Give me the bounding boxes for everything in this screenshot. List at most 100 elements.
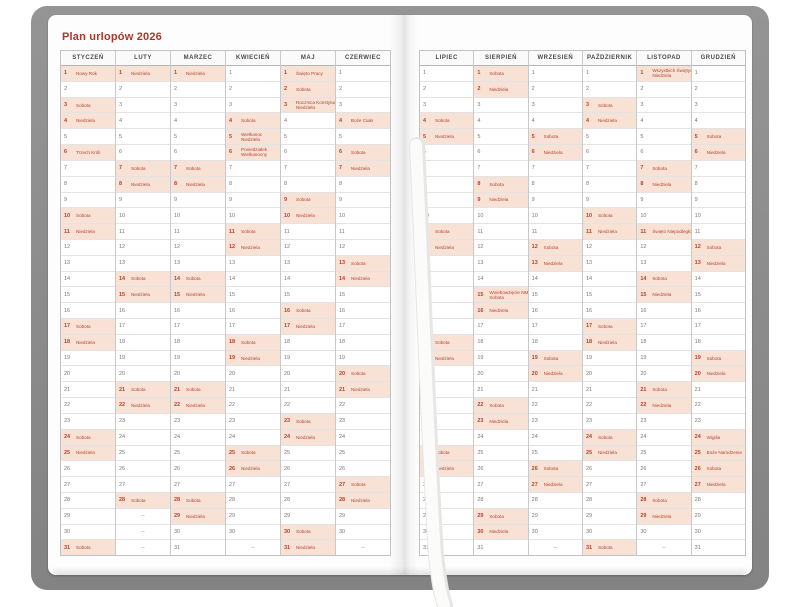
day-label: Niedziela xyxy=(131,292,150,298)
day-cell: 21 xyxy=(528,382,582,399)
day-number: 19 xyxy=(339,355,346,362)
day-label: Boże Ciało xyxy=(351,118,374,124)
day-cell: 5 xyxy=(171,129,225,146)
day-cell: 28 Niedziela xyxy=(336,492,390,509)
day-cell: 4 xyxy=(637,113,691,130)
day-cell: 27 xyxy=(281,477,335,493)
day-number: 16 xyxy=(477,307,484,314)
day-cell: 6 xyxy=(637,145,691,161)
day-cell: 23 xyxy=(637,414,691,430)
day-label: Wszystkich ŚwiętychNiedziela xyxy=(652,68,691,79)
page-title: Plan urlopów 2026 xyxy=(62,31,162,43)
day-cell: 15 xyxy=(528,287,582,304)
day-cell: 29 xyxy=(691,509,745,525)
day-number: 4 xyxy=(423,117,427,124)
day-cell: 11 xyxy=(171,224,225,240)
day-number: 13 xyxy=(423,260,430,267)
day-number: 5 xyxy=(423,133,427,140)
day-cell: – xyxy=(529,540,582,555)
day-cell: 20 Niedziela xyxy=(528,366,582,383)
day-cell: 9 xyxy=(336,193,390,209)
day-cell: 2 xyxy=(116,82,170,98)
day-cell: 21 Niedziela xyxy=(336,382,390,399)
day-cell: 25 xyxy=(116,446,170,462)
day-cell: 23 xyxy=(336,414,390,430)
day-number: 15 xyxy=(640,291,647,298)
day-number: 29 xyxy=(477,513,484,520)
day-label: Sobota xyxy=(296,308,311,314)
day-number: 2 xyxy=(229,86,233,93)
day-cell: 22 xyxy=(691,398,745,414)
day-cell: 12 xyxy=(61,240,115,256)
day-cell: 21 xyxy=(281,382,335,399)
day-number: 12 xyxy=(585,244,593,251)
day-number: 15 xyxy=(694,291,701,298)
day-cell: 1 xyxy=(691,66,745,82)
month-column-październik: PAŹDZIERNIK 1 2 3 Sobota 4 Niedziela 5 6 7 8 9 10 Sob… xyxy=(581,51,637,556)
day-number: 15 xyxy=(531,291,538,298)
day-number: 21 xyxy=(423,386,430,393)
day-cell: – xyxy=(336,540,390,555)
day-number: 7 xyxy=(694,165,698,172)
month-header: PAŹDZIERNIK xyxy=(582,51,637,66)
day-number: 7 xyxy=(585,165,590,172)
day-number: 2 xyxy=(64,86,68,93)
day-cell: 3 xyxy=(336,98,390,114)
day-cell: 13 xyxy=(226,256,280,272)
day-number: 28 xyxy=(174,497,181,504)
day-cell: 8 xyxy=(528,177,582,193)
day-cell: 9 xyxy=(116,193,170,209)
day-number: 23 xyxy=(585,418,593,425)
day-cell: 26 Sobota xyxy=(528,461,582,478)
day-cell: 27 xyxy=(61,477,115,493)
day-number: 17 xyxy=(119,323,126,330)
day-cell: 2 Niedziela xyxy=(474,81,528,98)
day-number: 20 xyxy=(585,370,593,377)
month-header: STYCZEŃ xyxy=(61,51,115,66)
empty-day-marker: – xyxy=(141,528,145,535)
day-number: 28 xyxy=(64,497,71,504)
day-cell: 14 Sobota xyxy=(116,271,170,288)
day-number: 18 xyxy=(284,339,291,346)
day-number: 29 xyxy=(640,513,647,520)
day-number: 24 xyxy=(64,434,71,441)
day-number: 4 xyxy=(174,117,178,124)
day-number: 13 xyxy=(694,260,701,267)
day-cell: 27 xyxy=(171,477,225,493)
month-column-sierpień: SIERPIEŃ 1 Sobota 2 Niedziela 3 4 5 6 7 8 Sobota 9 Ni… xyxy=(473,51,528,555)
day-cell: 14 xyxy=(281,272,335,288)
day-label: Nowy Rok xyxy=(76,70,97,76)
day-number: 17 xyxy=(284,323,291,330)
day-number: 8 xyxy=(585,181,590,188)
day-label: Święto Pracy xyxy=(296,70,323,76)
day-cell: 10 xyxy=(116,208,170,225)
day-cell: 24 xyxy=(420,430,474,446)
day-cell: 12 xyxy=(281,240,335,256)
day-cell: 8 Niedziela xyxy=(171,176,225,193)
day-number: 6 xyxy=(694,149,698,156)
day-label: Niedziela xyxy=(131,70,150,76)
empty-day-marker: – xyxy=(553,544,557,551)
day-cell: 16 xyxy=(336,303,390,319)
day-cell: 28 Sobota xyxy=(116,492,170,509)
day-number: 19 xyxy=(119,355,126,362)
day-label: Niedziela xyxy=(543,149,563,155)
day-number: 22 xyxy=(174,402,181,409)
day-number: 26 xyxy=(640,465,647,472)
day-number: 2 xyxy=(531,86,535,93)
month-header: MAJ xyxy=(281,51,335,66)
day-number: 17 xyxy=(229,323,236,330)
day-cell: 9 Niedziela xyxy=(474,192,528,209)
day-cell: 7 xyxy=(226,161,280,177)
day-cell: 15 xyxy=(582,287,637,304)
day-cell: 14 xyxy=(691,272,745,288)
day-number: 10 xyxy=(531,212,538,219)
day-label: Niedziela xyxy=(489,197,509,203)
day-cell: 4 Niedziela xyxy=(61,113,115,130)
day-number: 27 xyxy=(284,481,291,488)
day-cell: 27 Sobota xyxy=(336,477,390,493)
day-cell: 11 Niedziela xyxy=(61,224,115,240)
day-number: 13 xyxy=(477,260,484,267)
day-number: 8 xyxy=(339,181,343,188)
day-label: Niedziela xyxy=(489,86,509,92)
